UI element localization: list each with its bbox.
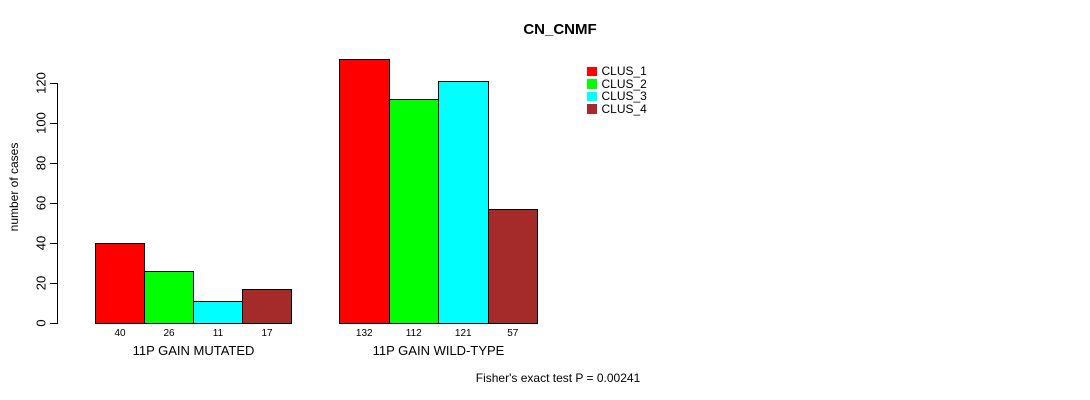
bar-clus-4-g0 — [242, 289, 292, 324]
legend-label: CLUS_2 — [601, 76, 647, 91]
group-label-1: 11P GAIN WILD-TYPE — [372, 343, 505, 358]
legend-item: CLUS_4 — [587, 103, 647, 116]
y-axis-label: number of cases — [7, 142, 21, 232]
y-tick-label: 40 — [33, 235, 49, 251]
legend-swatch-clus-4 — [587, 104, 597, 114]
group-label-0: 11P GAIN MUTATED — [132, 343, 255, 358]
bar-value-label: 121 — [454, 328, 472, 339]
bar-value-label: 17 — [261, 328, 273, 339]
bar-clus-1-g1 — [339, 59, 390, 324]
legend-swatch-clus-1 — [587, 66, 597, 76]
annotation-fisher-test: Fisher's exact test P = 0.00241 — [475, 371, 641, 385]
legend-swatch-clus-2 — [587, 79, 597, 89]
y-tick-label: 0 — [33, 319, 49, 327]
y-tick-label: 80 — [33, 155, 49, 171]
y-tick — [50, 163, 58, 164]
legend-label: CLUS_1 — [601, 64, 647, 79]
bar-value-label: 57 — [507, 328, 519, 339]
bar-value-label: 40 — [114, 328, 126, 339]
bar-value-label: 11 — [212, 328, 224, 339]
y-tick-label: 120 — [33, 72, 49, 94]
y-tick — [50, 123, 58, 124]
legend-item: CLUS_3 — [587, 90, 647, 103]
bar-clus-3-g0 — [193, 301, 243, 324]
legend-item: CLUS_1 — [587, 65, 647, 78]
y-tick-label: 20 — [33, 275, 49, 291]
y-tick — [50, 83, 58, 84]
y-tick — [50, 323, 58, 324]
bar-value-label: 132 — [355, 328, 373, 339]
bar-clus-3-g1 — [438, 81, 489, 324]
legend-swatch-clus-3 — [587, 91, 597, 101]
y-tick-label: 100 — [33, 112, 49, 134]
y-tick-label: 60 — [33, 195, 49, 211]
y-tick — [50, 283, 58, 284]
chart-title: CN_CNMF — [523, 21, 597, 38]
bar-clus-1-g0 — [95, 243, 145, 324]
bar-value-label: 26 — [163, 328, 175, 339]
legend: CLUS_1 CLUS_2 CLUS_3 CLUS_4 — [587, 65, 647, 115]
legend-label: CLUS_4 — [601, 101, 647, 116]
y-tick — [50, 203, 58, 204]
legend-label: CLUS_3 — [601, 89, 647, 104]
bar-clus-2-g0 — [144, 271, 194, 324]
bar-clus-4-g1 — [487, 209, 538, 324]
legend-item: CLUS_2 — [587, 78, 647, 91]
bar-value-label: 112 — [405, 328, 422, 339]
y-tick — [50, 243, 58, 244]
bar-clus-2-g1 — [388, 99, 439, 324]
